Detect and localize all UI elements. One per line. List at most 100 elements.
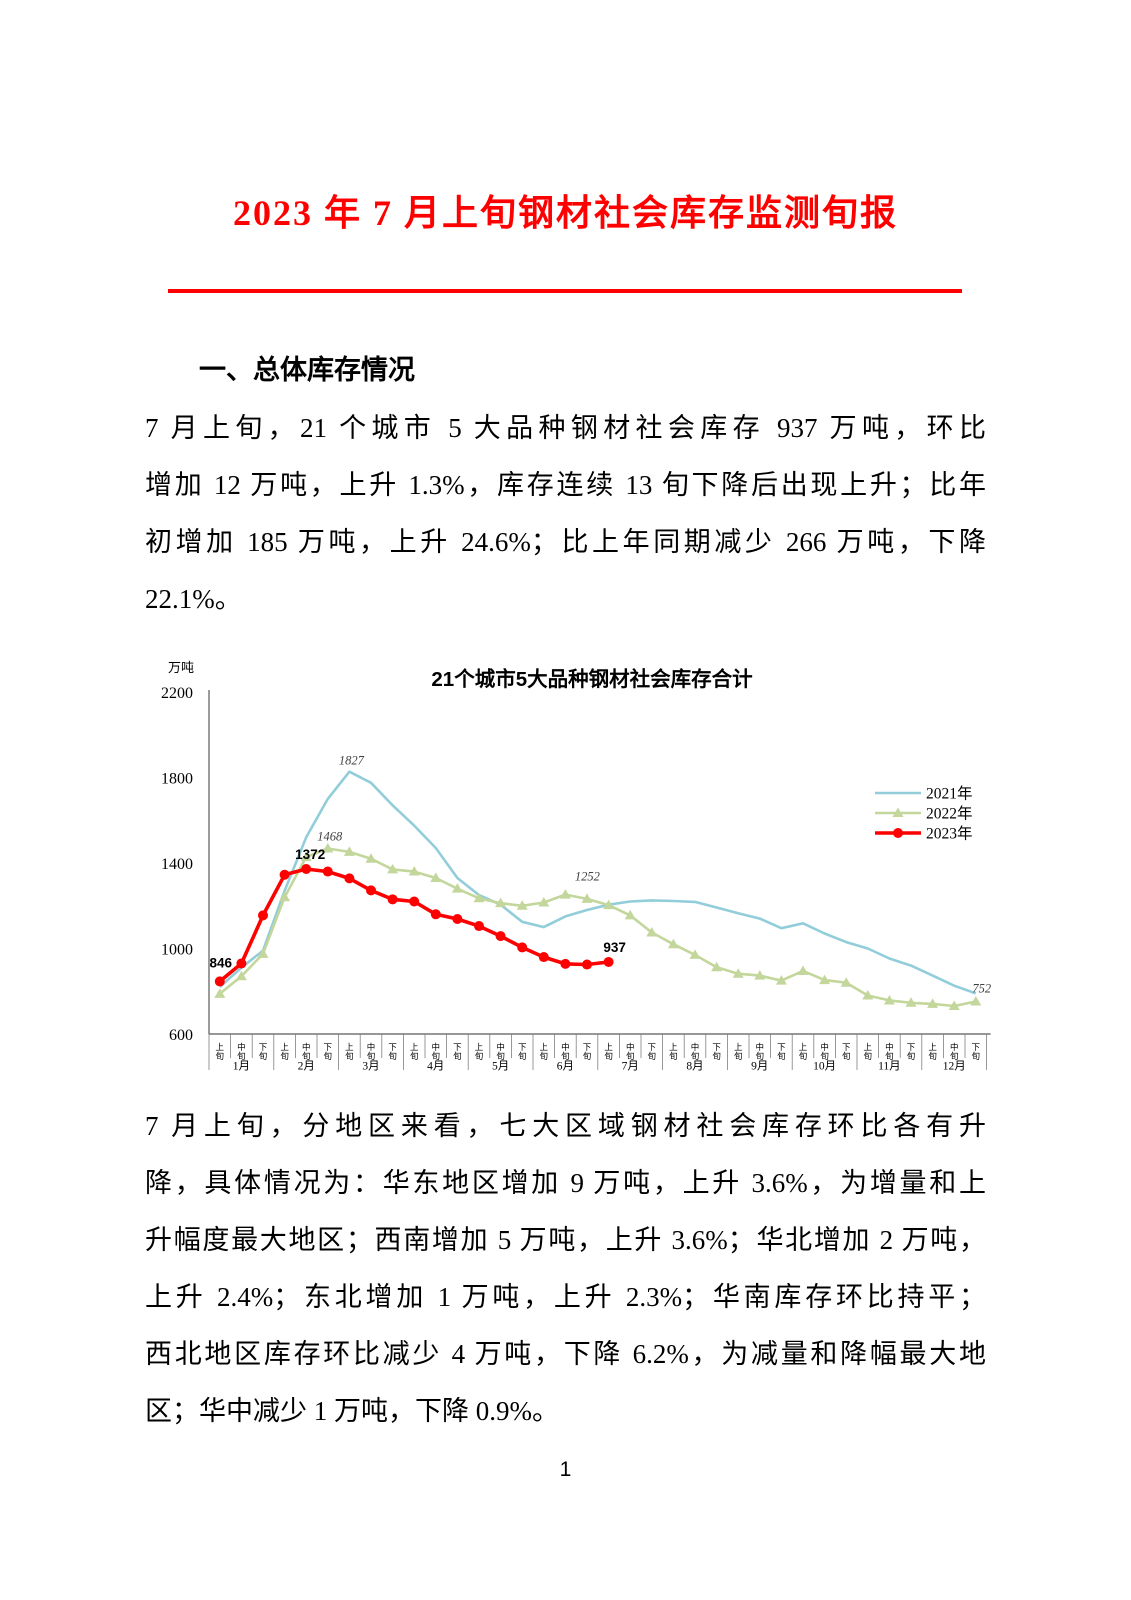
- triangle-marker: [451, 883, 463, 893]
- paragraph-overall-inventory: 7 月上旬，21 个城市 5 大品种钢材社会库存 937 万吨，环比 增加 12 …: [145, 400, 986, 628]
- text-line: 7 月上旬，21 个城市 5 大品种钢材社会库存 937 万吨，环比: [145, 413, 986, 443]
- x-month-label: 9月: [751, 1061, 768, 1073]
- chart-title: 21个城市5大品种钢材社会库存合计: [431, 667, 753, 691]
- legend-item-2022年: 2022年: [875, 805, 973, 823]
- x-period-label: 下旬: [259, 1042, 268, 1061]
- text-line: 上升 2.4%；东北增加 1 万吨，上升 2.3%；华南库存环比持平；: [145, 1282, 986, 1312]
- text-line: 降，具体情况为：华东地区增加 9 万吨，上升 3.6%，为增量和上: [145, 1168, 986, 1198]
- x-month-label: 3月: [362, 1061, 379, 1073]
- text-line: 初增加 185 万吨，上升 24.6%；比上年同期减少 266 万吨，下降: [145, 527, 986, 557]
- circle-marker: [560, 958, 571, 969]
- x-month-label: 11月: [878, 1061, 901, 1073]
- triangle-marker: [646, 926, 658, 937]
- inventory-chart-container: 21个城市5大品种钢材社会库存合计 万吨 600 1000 1400 1800 2200 上旬…: [145, 638, 1025, 1093]
- y-tick-label: 2200: [161, 685, 193, 702]
- x-month-label: 8月: [686, 1061, 703, 1073]
- triangle-marker: [257, 948, 269, 958]
- triangle-marker: [408, 866, 420, 876]
- circle-marker: [366, 885, 376, 896]
- x-period-label: 中旬: [820, 1042, 829, 1061]
- circle-marker: [409, 896, 420, 907]
- y-tick-label: 1400: [161, 856, 193, 873]
- triangle-marker: [754, 970, 766, 980]
- legend-item-2021年: 2021年: [875, 785, 973, 803]
- data-label-1827: 1827: [339, 754, 365, 768]
- x-period-label: 中旬: [756, 1042, 765, 1061]
- triangle-marker: [559, 889, 571, 899]
- text-line: 22.1%。: [145, 584, 242, 614]
- triangle-marker: [732, 968, 744, 978]
- legend-label: 2023年: [926, 825, 973, 843]
- x-period-label: 中旬: [367, 1042, 376, 1061]
- triangle-marker: [581, 893, 593, 903]
- triangle-marker: [905, 997, 917, 1007]
- title-underline-rule: [168, 289, 962, 293]
- circle-marker: [258, 910, 268, 921]
- y-tick-label: 1800: [161, 771, 193, 788]
- y-tick-label: 1000: [161, 942, 193, 959]
- triangle-marker: [365, 853, 377, 863]
- x-period-label: 中旬: [691, 1042, 700, 1061]
- circle-marker: [452, 914, 463, 925]
- triangle-marker: [689, 949, 701, 959]
- x-period-label: 上旬: [799, 1042, 808, 1061]
- x-period-label: 上旬: [540, 1042, 549, 1061]
- x-period-label: 中旬: [950, 1042, 959, 1061]
- circle-marker: [279, 869, 290, 880]
- circle-marker: [322, 866, 333, 877]
- triangle-marker: [819, 974, 831, 985]
- series-line-2021年: [218, 770, 977, 995]
- x-period-label: 中旬: [432, 1042, 441, 1061]
- triangle-marker: [667, 938, 679, 949]
- triangle-marker: [603, 899, 615, 910]
- text-line: 区；华中减少 1 万吨，下降 0.9%。: [145, 1396, 559, 1426]
- triangle-marker: [948, 1000, 960, 1010]
- x-period-label: 中旬: [626, 1042, 635, 1061]
- triangle-marker: [214, 988, 226, 998]
- triangle-marker: [775, 975, 787, 985]
- triangle-marker: [970, 996, 982, 1006]
- x-period-label: 上旬: [475, 1042, 484, 1061]
- circle-marker: [430, 909, 441, 920]
- x-period-label: 下旬: [712, 1042, 721, 1061]
- x-period-label: 上旬: [604, 1042, 613, 1061]
- x-period-label: 下旬: [518, 1042, 527, 1061]
- legend-label: 2022年: [926, 805, 973, 823]
- triangle-marker: [473, 892, 485, 903]
- triangle-marker: [235, 970, 247, 981]
- triangle-marker: [927, 998, 939, 1008]
- triangle-marker: [343, 846, 355, 856]
- page-number: 1: [559, 1458, 572, 1481]
- data-label-1372: 1372: [295, 847, 325, 862]
- circle-marker: [474, 921, 484, 932]
- x-period-label: 下旬: [324, 1042, 333, 1061]
- x-month-label: 4月: [427, 1061, 444, 1073]
- x-period-label: 中旬: [885, 1042, 894, 1061]
- x-period-label: 上旬: [410, 1042, 419, 1061]
- triangle-marker: [862, 990, 874, 1000]
- x-period-label: 中旬: [561, 1042, 570, 1061]
- text-line: 西北地区库存环比减少 4 万吨，下降 6.2%，为减量和降幅最大地: [145, 1339, 986, 1369]
- x-period-label: 上旬: [669, 1042, 678, 1061]
- triangle-marker: [300, 851, 312, 862]
- data-label-846: 846: [210, 955, 233, 970]
- document-title: 2023 年 7 月上旬钢材社会库存监测旬报: [232, 193, 898, 233]
- x-period-label: 上旬: [345, 1042, 354, 1061]
- x-month-label: 1月: [233, 1061, 250, 1073]
- x-period-label: 下旬: [583, 1042, 592, 1061]
- x-period-label: 上旬: [928, 1042, 937, 1061]
- x-period-label: 上旬: [216, 1042, 225, 1061]
- data-label-937: 937: [603, 940, 626, 955]
- triangle-marker: [516, 900, 528, 910]
- x-period-label: 下旬: [972, 1042, 981, 1061]
- section-heading: 一、总体库存情况: [199, 355, 415, 385]
- triangle-marker: [387, 863, 399, 874]
- steel-inventory-line-chart: 21个城市5大品种钢材社会库存合计 万吨 600 1000 1400 1800 2200 上旬…: [161, 660, 991, 1073]
- x-month-label: 12月: [943, 1061, 966, 1073]
- triangle-marker: [711, 961, 723, 972]
- x-period-label: 下旬: [842, 1042, 851, 1061]
- x-month-label: 7月: [622, 1061, 639, 1073]
- x-period-label: 中旬: [302, 1042, 311, 1061]
- x-month-label: 2月: [298, 1061, 315, 1073]
